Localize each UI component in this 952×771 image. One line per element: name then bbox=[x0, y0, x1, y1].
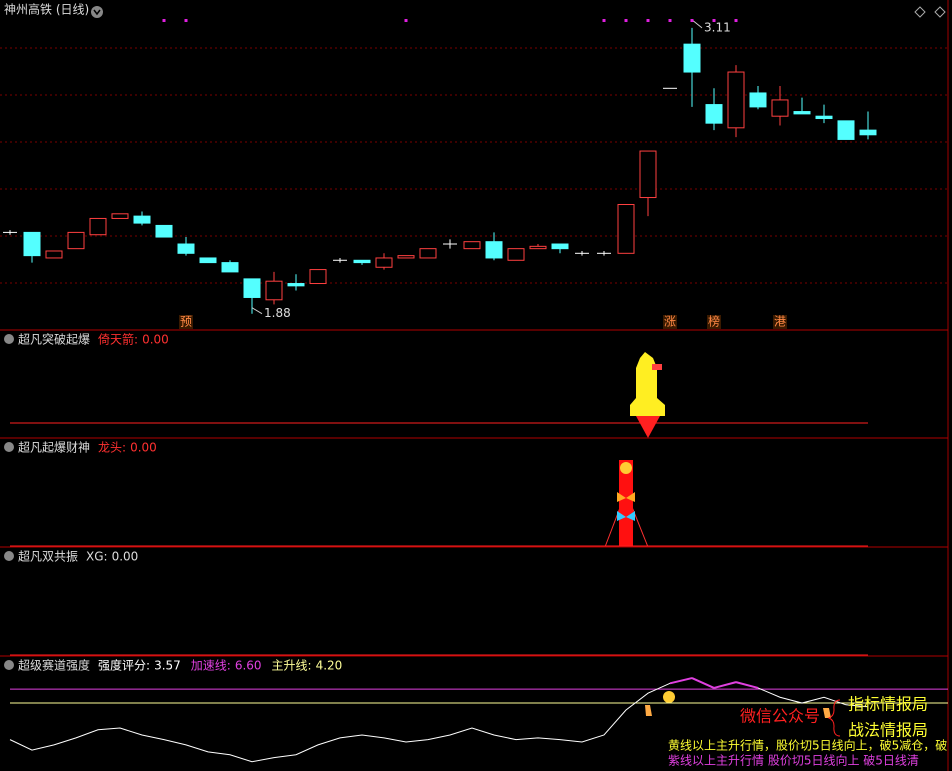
signal-dot bbox=[602, 19, 606, 22]
candle-body bbox=[463, 241, 481, 250]
panel-title: 超凡双共振 bbox=[18, 549, 78, 564]
readout-value: 3.57 bbox=[154, 659, 181, 673]
candle-body bbox=[705, 104, 723, 124]
brand-label: 指标情报局 bbox=[848, 695, 928, 714]
readout-name: XG: bbox=[86, 550, 108, 564]
signal-dot bbox=[734, 19, 738, 22]
candle-body bbox=[815, 115, 833, 120]
candle-body bbox=[155, 224, 173, 238]
candle-body bbox=[771, 99, 789, 117]
signal-dot bbox=[184, 19, 188, 22]
candle-body bbox=[243, 278, 261, 298]
marker-box bbox=[707, 315, 721, 329]
high-label: 3.11 bbox=[704, 20, 731, 34]
signal-dot bbox=[162, 19, 166, 22]
candle-body bbox=[837, 120, 855, 140]
signal-dot bbox=[690, 19, 694, 22]
signal-dot bbox=[646, 19, 650, 22]
readout-value: 0.00 bbox=[130, 441, 157, 455]
candle-body bbox=[309, 269, 327, 285]
rocket-icon bbox=[630, 352, 665, 438]
hand-icons bbox=[645, 691, 831, 718]
strong-segment bbox=[669, 677, 693, 685]
collapse-icon bbox=[4, 660, 14, 670]
candle-body bbox=[859, 129, 877, 136]
marker-label: 榜 bbox=[708, 314, 720, 329]
readout-value: 0.00 bbox=[112, 550, 139, 564]
candle-body bbox=[419, 248, 437, 259]
signal-dot bbox=[712, 19, 716, 22]
brace bbox=[827, 699, 841, 737]
readout-name: 加速线: bbox=[191, 659, 231, 673]
leader bbox=[691, 19, 703, 29]
candle-body bbox=[23, 231, 41, 257]
overlay: 微信公众号 指标情报局 战法情报局 黄线以上主升行情，股价切5日线向上，破5减仓… bbox=[668, 695, 947, 768]
fortune-icon bbox=[604, 460, 649, 548]
candle-body bbox=[265, 280, 283, 301]
low-label: 1.88 bbox=[264, 306, 291, 320]
readout-value: 4.20 bbox=[316, 659, 343, 673]
marker-box bbox=[773, 315, 787, 329]
candle-body bbox=[287, 283, 305, 287]
panel-title: 超凡起爆财神 bbox=[18, 440, 90, 455]
menu-icon[interactable] bbox=[91, 6, 103, 18]
candle-body bbox=[375, 257, 393, 268]
candle-body bbox=[529, 245, 547, 250]
note: 紫线以上主升行情 股价切5日线向上 破5日线清 bbox=[668, 753, 919, 768]
candle-body bbox=[485, 241, 503, 259]
strong-segment bbox=[735, 681, 759, 689]
panel-title: 超级赛道强度 bbox=[18, 658, 90, 673]
collapse-icon bbox=[4, 442, 14, 452]
candle-body bbox=[177, 243, 195, 254]
panel-title: 神州高铁 (日线) bbox=[4, 2, 89, 17]
candle-body bbox=[89, 217, 107, 236]
candle-body bbox=[551, 243, 569, 250]
candle-body bbox=[639, 150, 657, 199]
marker-label: 涨 bbox=[664, 314, 676, 329]
readout-name: 龙头: bbox=[98, 441, 126, 455]
marker-box bbox=[663, 315, 677, 329]
prev-icon[interactable] bbox=[914, 6, 926, 18]
readout-name: 强度评分: bbox=[98, 658, 150, 673]
candle-body bbox=[199, 257, 217, 264]
readout-name: 主升线: bbox=[272, 659, 312, 673]
candle-body bbox=[749, 92, 767, 108]
wechat-label: 微信公众号 bbox=[740, 707, 820, 726]
brand-label: 战法情报局 bbox=[848, 721, 928, 740]
strong-segment bbox=[691, 677, 715, 689]
candle-body bbox=[353, 259, 371, 264]
candle-body bbox=[133, 215, 151, 224]
signal-dot bbox=[668, 19, 672, 22]
candle-body bbox=[507, 248, 525, 261]
candle-body bbox=[683, 43, 701, 73]
note: 黄线以上主升行情，股价切5日线向上，破5减仓，破 bbox=[668, 738, 947, 753]
candle-body bbox=[617, 204, 635, 254]
candle-body bbox=[221, 262, 239, 273]
readout-value: 6.60 bbox=[235, 659, 262, 673]
marker-box bbox=[179, 315, 193, 329]
collapse-icon bbox=[4, 551, 14, 561]
marker-label: 预 bbox=[180, 315, 192, 329]
signal-dot bbox=[624, 19, 628, 22]
readout-name: 倚天箭: bbox=[98, 332, 138, 347]
signal-dot bbox=[404, 19, 408, 22]
candle-body bbox=[793, 111, 811, 115]
candle-body bbox=[397, 255, 415, 259]
candle-body bbox=[111, 213, 129, 219]
menu-chevron bbox=[93, 9, 101, 16]
leader bbox=[251, 307, 263, 315]
candle-body bbox=[727, 71, 745, 129]
readout-value: 0.00 bbox=[142, 333, 169, 347]
next-icon[interactable] bbox=[934, 6, 946, 18]
panel-title: 超凡突破起爆 bbox=[18, 332, 90, 347]
strong-segment bbox=[713, 681, 737, 689]
candle-body bbox=[67, 231, 85, 250]
collapse-icon bbox=[4, 334, 14, 344]
marker-label: 港 bbox=[774, 315, 786, 329]
candle-body bbox=[45, 250, 63, 259]
